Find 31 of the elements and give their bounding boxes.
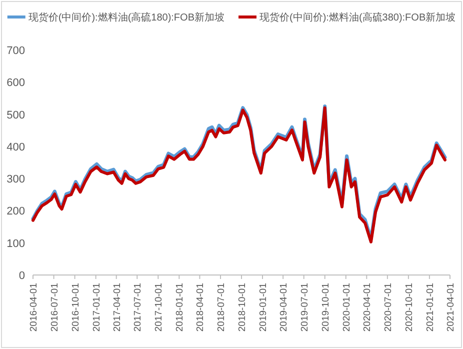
x-tick-label: 2018-04-01 <box>195 283 206 332</box>
x-tick-label: 2019-04-01 <box>278 283 290 332</box>
legend-label: 现货价(中间价):燃料油(高硫180):FOB新加坡 <box>28 12 224 24</box>
y-tick-label: 0 <box>18 270 25 282</box>
y-tick-label: 200 <box>6 206 25 218</box>
x-tick-label: 2017-07-01 <box>132 283 144 332</box>
x-tick-label: 2020-10-01 <box>404 283 415 332</box>
y-tick-label: 300 <box>6 174 25 186</box>
x-tick-label: 2017-10-01 <box>154 283 165 332</box>
x-tick-label: 2017-01-01 <box>91 283 102 332</box>
x-tick-label: 2019-10-01 <box>320 283 332 332</box>
y-tick-label: 600 <box>6 77 25 90</box>
x-tick-label: 2019-01-01 <box>258 283 270 332</box>
y-tick-label: 700 <box>6 45 25 57</box>
x-tick-label: 2019-07-01 <box>299 283 310 332</box>
x-tick-label: 2016-04-01 <box>28 283 40 332</box>
x-tick-label: 2020-01-01 <box>341 283 352 332</box>
x-tick-label: 2020-07-01 <box>382 283 394 332</box>
y-tick-label: 100 <box>6 238 25 250</box>
x-tick-label: 2021-04-01 <box>446 283 456 332</box>
legend-label: 现货价(中间价):燃料油(高硫380):FOB新加坡 <box>260 12 456 24</box>
x-tick-label: 2018-01-01 <box>174 283 186 332</box>
x-tick-label: 2018-07-01 <box>216 283 227 332</box>
x-tick-label: 2017-04-01 <box>112 283 123 332</box>
x-tick-label: 2016-10-01 <box>70 283 82 332</box>
x-tick-label: 2018-10-01 <box>237 283 248 332</box>
y-tick-label: 400 <box>6 141 25 154</box>
x-tick-label: 2020-04-01 <box>362 283 374 332</box>
x-tick-label: 2021-01-01 <box>424 283 436 332</box>
x-tick-label: 2016-07-01 <box>49 283 60 332</box>
y-tick-label: 500 <box>6 109 25 122</box>
